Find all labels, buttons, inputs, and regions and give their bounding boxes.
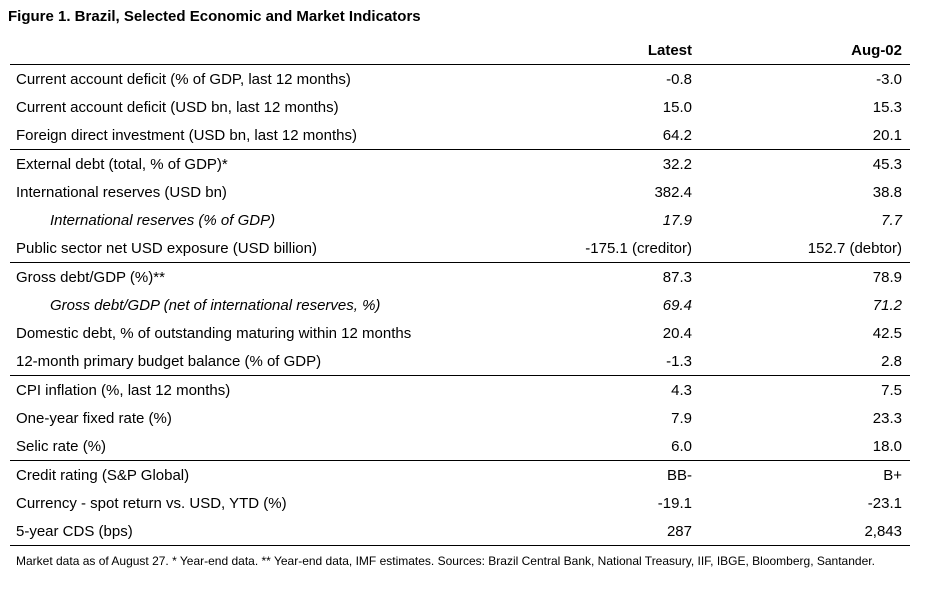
row-label: Foreign direct investment (USD bn, last … — [10, 121, 492, 150]
aug02-value: 71.2 — [872, 296, 902, 314]
row-label: International reserves (USD bn) — [16, 183, 227, 201]
table-row: Gross debt/GDP (net of international res… — [10, 291, 910, 319]
row-label: CPI inflation (%, last 12 months) — [16, 381, 231, 399]
header-aug02: Aug-02 — [692, 36, 910, 65]
row-label: 5-year CDS (bps) — [10, 517, 492, 546]
indicators-table: Latest Aug-02 Current account deficit (%… — [10, 36, 910, 546]
table-row: CPI inflation (%, last 12 months) 4.3 7.5 — [10, 376, 910, 405]
table-row: 5-year CDS (bps) 287 2,843 — [10, 517, 910, 546]
figure-title: Figure 1. Brazil, Selected Economic and … — [8, 8, 421, 25]
latest-value: 7.9 — [671, 409, 692, 427]
table-row: International reserves (USD bn) 382.4 38.8 — [10, 178, 910, 206]
latest-value: 69.4 — [662, 296, 692, 314]
latest-value: -19.1 — [657, 494, 692, 512]
header-latest: Latest — [492, 36, 692, 65]
table-row: Current account deficit (USD bn, last 12… — [10, 93, 910, 121]
table-row: Foreign direct investment (USD bn, last … — [10, 121, 910, 150]
table-row: Selic rate (%) 6.0 18.0 — [10, 432, 910, 461]
latest-value: 287 — [492, 517, 692, 546]
row-label: Currency - spot return vs. USD, YTD (%) — [16, 494, 287, 512]
aug02-value: -3.0 — [876, 70, 902, 88]
latest-value: -0.8 — [666, 70, 692, 88]
latest-value: 4.3 — [671, 381, 692, 399]
table-row: Currency - spot return vs. USD, YTD (%) -… — [10, 489, 910, 517]
latest-value: -1.3 — [492, 347, 692, 376]
aug02-value: 23.3 — [872, 409, 902, 427]
aug02-value: 18.0 — [692, 432, 910, 461]
table-row: International reserves (% of GDP) 17.9 7.7 — [10, 206, 910, 234]
row-label: Current account deficit (% of GDP, last … — [16, 70, 351, 88]
row-label: Domestic debt, % of outstanding maturing… — [16, 324, 412, 342]
aug02-value: 7.7 — [881, 211, 902, 229]
footnote: Market data as of August 27. * Year-end … — [16, 554, 875, 568]
aug02-value: -23.1 — [867, 494, 902, 512]
aug02-value: 42.5 — [872, 324, 902, 342]
aug02-value: 2,843 — [692, 517, 910, 546]
table-row: Gross debt/GDP (%)** 87.3 78.9 — [10, 263, 910, 292]
latest-value: 382.4 — [654, 183, 692, 201]
table-row: Credit rating (S&P Global) BB- B+ — [10, 461, 910, 490]
aug02-value: 20.1 — [692, 121, 910, 150]
aug02-value: 2.8 — [692, 347, 910, 376]
aug02-value: 45.3 — [872, 155, 902, 173]
row-label: International reserves (% of GDP) — [50, 211, 276, 229]
table-row: Current account deficit (% of GDP, last … — [10, 65, 910, 94]
latest-value: 87.3 — [662, 268, 692, 286]
aug02-value: 15.3 — [872, 98, 902, 116]
aug02-value: 38.8 — [872, 183, 902, 201]
latest-value: 64.2 — [492, 121, 692, 150]
latest-value: 15.0 — [662, 98, 692, 116]
row-label: Current account deficit (USD bn, last 12… — [16, 98, 339, 116]
row-label: Credit rating (S&P Global) — [16, 466, 190, 484]
aug02-value: 78.9 — [872, 268, 902, 286]
latest-value: 32.2 — [662, 155, 692, 173]
latest-value: 17.9 — [662, 211, 692, 229]
table-row: 12-month primary budget balance (% of GD… — [10, 347, 910, 376]
table-row: Public sector net USD exposure (USD bill… — [10, 234, 910, 263]
table-row: Domestic debt, % of outstanding maturing… — [10, 319, 910, 347]
row-label: External debt (total, % of GDP)* — [16, 155, 228, 173]
aug02-value: 7.5 — [881, 381, 902, 399]
row-label: Gross debt/GDP (%)** — [16, 268, 165, 286]
latest-value: BB- — [666, 466, 692, 484]
table-row: External debt (total, % of GDP)* 32.2 45.3 — [10, 150, 910, 179]
row-label: Gross debt/GDP (net of international res… — [50, 296, 381, 314]
aug02-value: B+ — [883, 466, 902, 484]
row-label: Selic rate (%) — [10, 432, 492, 461]
table-row: One-year fixed rate (%) 7.9 23.3 — [10, 404, 910, 432]
row-label: One-year fixed rate (%) — [16, 409, 172, 427]
latest-value: 20.4 — [662, 324, 692, 342]
row-label: Public sector net USD exposure (USD bill… — [10, 234, 492, 263]
latest-value: -175.1 (creditor) — [492, 234, 692, 263]
aug02-value: 152.7 (debtor) — [692, 234, 910, 263]
header-row: Latest Aug-02 — [10, 36, 910, 65]
latest-value: 6.0 — [492, 432, 692, 461]
row-label: 12-month primary budget balance (% of GD… — [10, 347, 492, 376]
header-indicator — [10, 36, 492, 65]
